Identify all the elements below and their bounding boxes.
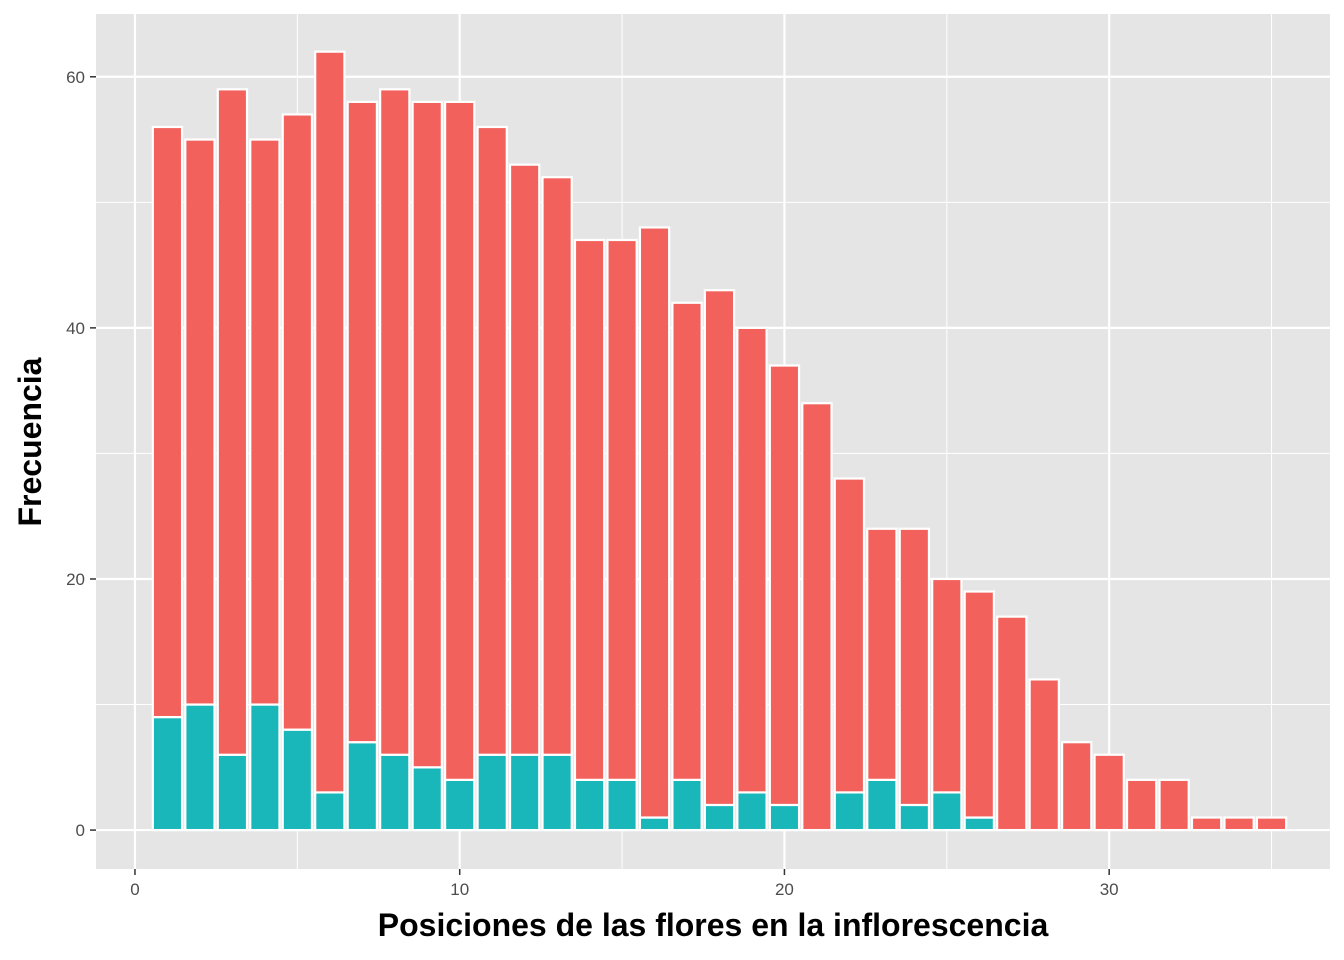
bar-segment-lower-25 (931, 791, 963, 832)
y-tick-label: 40 (66, 319, 85, 338)
bar-segment-upper-13 (541, 176, 573, 756)
bar-segment-lower-17 (671, 778, 703, 832)
x-tick-label: 20 (775, 880, 794, 899)
bar-segment-lower-7 (346, 741, 378, 832)
bar-segment-upper-11 (476, 125, 508, 756)
bar-segment-lower-5 (281, 728, 314, 832)
x-tick-label: 10 (450, 880, 469, 899)
bar-segment-upper-8 (379, 88, 411, 756)
y-tick-label: 20 (66, 570, 85, 589)
bar-segment-upper-14 (573, 238, 606, 781)
y-tick-label: 0 (76, 821, 85, 840)
bar-segment-upper-9 (411, 100, 443, 769)
bars (151, 50, 1288, 832)
bar-segment-lower-13 (541, 753, 573, 832)
bar-segment-lower-4 (249, 703, 281, 832)
bar-segment-lower-15 (606, 778, 638, 832)
bar-segment-upper-4 (249, 138, 281, 706)
bar-segment-upper-22 (833, 477, 866, 794)
bar-segment-lower-20 (768, 803, 801, 832)
x-tick-label: 30 (1100, 880, 1119, 899)
bar-segment-lower-11 (476, 753, 508, 832)
bar-segment-lower-23 (866, 778, 898, 832)
x-tick-label: 0 (130, 880, 139, 899)
y-axis: 0 20 40 60 (66, 68, 96, 840)
bar-segment-lower-2 (184, 703, 216, 832)
bar-segment-upper-20 (768, 364, 801, 807)
bar-segment-lower-16 (638, 816, 671, 832)
bar-segment-upper-17 (671, 301, 703, 781)
bar-segment-lower-14 (573, 778, 606, 832)
bar-segment-upper-5 (281, 113, 314, 731)
bar-segment-lower-12 (508, 753, 541, 832)
bar-segment-upper-28 (1028, 678, 1060, 832)
bar-segment-upper-18 (703, 289, 736, 807)
bar-segment-upper-3 (216, 88, 249, 756)
bar-segment-upper-34 (1223, 816, 1255, 832)
bar-segment-upper-33 (1190, 816, 1223, 832)
bar-segment-lower-18 (703, 803, 736, 832)
bar-segment-upper-35 (1255, 816, 1288, 832)
bar-segment-lower-24 (898, 803, 931, 832)
bar-segment-upper-31 (1125, 778, 1158, 832)
y-axis-title: Frecuencia (12, 357, 48, 526)
y-tick-label: 60 (66, 68, 85, 87)
bar-segment-lower-22 (833, 791, 866, 832)
bar-segment-lower-1 (151, 715, 184, 832)
bar-segment-upper-6 (314, 50, 346, 794)
bar-segment-upper-19 (736, 326, 768, 794)
bar-segment-upper-21 (801, 402, 833, 832)
bar-segment-upper-12 (508, 163, 541, 756)
bar-segment-upper-26 (963, 590, 995, 819)
bar-segment-lower-26 (963, 816, 995, 832)
x-axis-title: Posiciones de las flores en la infloresc… (378, 907, 1049, 943)
bar-segment-upper-16 (638, 226, 671, 819)
bar-segment-upper-23 (866, 527, 898, 781)
x-axis: 0 10 20 30 (130, 869, 1119, 899)
bar-segment-lower-10 (443, 778, 476, 832)
bar-segment-upper-29 (1060, 741, 1093, 832)
bar-segment-upper-25 (931, 577, 963, 794)
bar-segment-lower-19 (736, 791, 768, 832)
bar-segment-lower-8 (379, 753, 411, 832)
bar-segment-lower-9 (411, 766, 443, 832)
bar-segment-upper-24 (898, 527, 931, 807)
bar-segment-upper-10 (443, 100, 476, 781)
bar-segment-upper-1 (151, 125, 184, 719)
bar-segment-upper-7 (346, 100, 378, 744)
bar-segment-upper-2 (184, 138, 216, 706)
bar-segment-upper-32 (1158, 778, 1190, 832)
bar-segment-upper-30 (1093, 753, 1125, 832)
bar-segment-upper-27 (996, 615, 1028, 832)
bar-segment-upper-15 (606, 238, 638, 781)
bar-segment-lower-6 (314, 791, 346, 832)
bar-segment-lower-3 (216, 753, 249, 832)
